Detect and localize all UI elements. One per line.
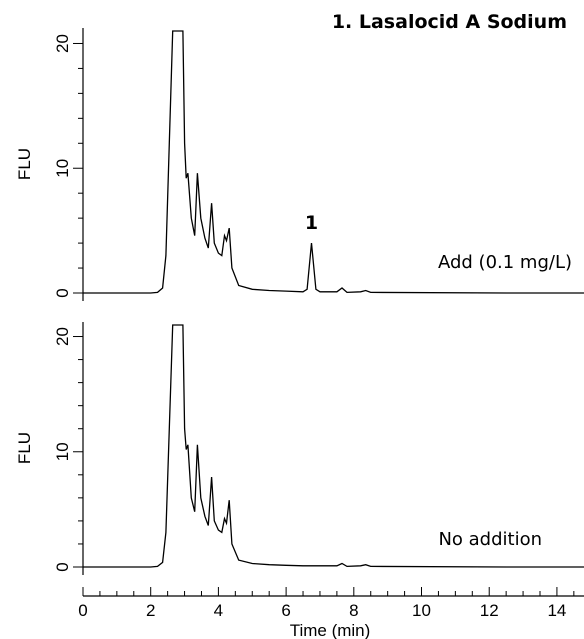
y-axis-title-top: FLU [15,148,34,180]
panel-no-addition [83,324,584,568]
trace-no-addition [83,324,584,568]
axes-group: 0 10 20 0 10 20 0 2 4 6 8 10 12 14 [53,28,584,620]
x-tick-label: 0 [78,601,87,620]
y-axis-title-bottom: FLU [15,432,34,464]
trace-add [83,30,584,294]
y-tick-label: 20 [53,34,72,53]
y-tick-label: 10 [53,442,72,461]
y-tick-label: 10 [53,159,72,178]
x-tick-label: 14 [547,601,566,620]
y-tick-label: 0 [53,562,72,571]
chart-title: 1. Lasalocid A Sodium [332,11,567,33]
panel-add [83,30,584,294]
x-tick-label: 12 [480,601,499,620]
x-tick-label: 2 [146,601,155,620]
y-tick-label: 0 [53,288,72,297]
x-tick-label: 8 [349,601,358,620]
x-tick-label: 4 [214,601,223,620]
series-label-no-addition: No addition [438,529,542,550]
peak-label: 1 [305,212,318,234]
y-tick-label: 20 [53,327,72,346]
x-axis-title: Time (min) [290,621,371,639]
x-tick-label: 10 [412,601,431,620]
x-tick-label: 6 [281,601,290,620]
series-label-add: Add (0.1 mg/L) [438,252,572,273]
